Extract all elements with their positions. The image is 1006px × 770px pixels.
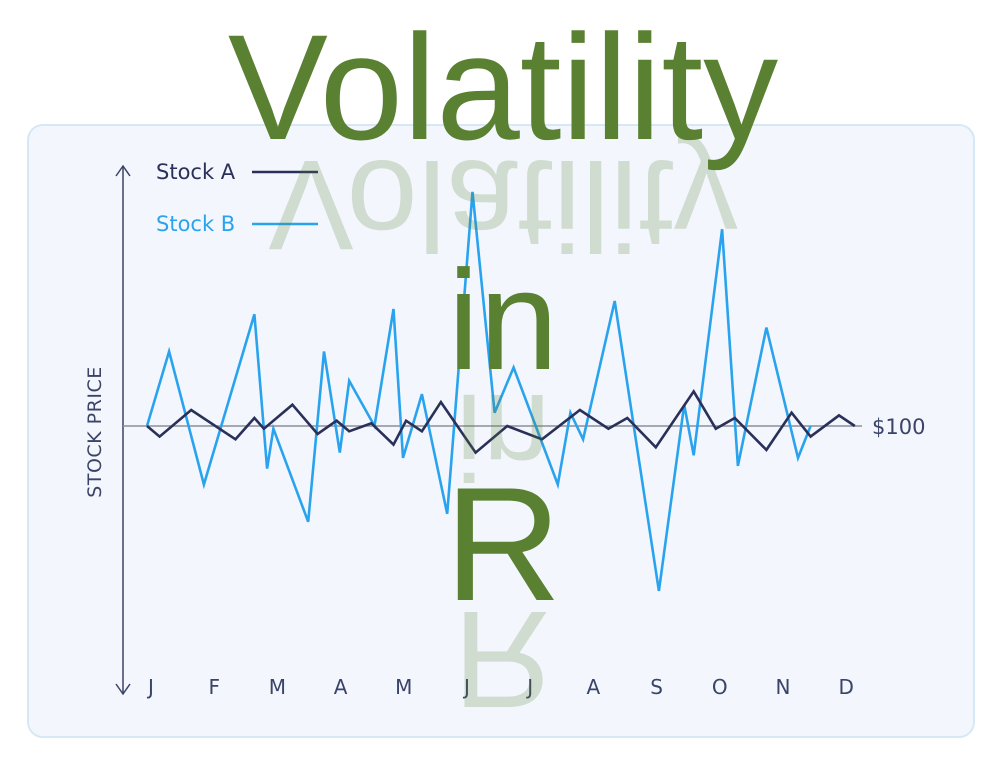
x-tick-label: J: [525, 675, 533, 699]
legend-label-stock-a: Stock A: [156, 160, 236, 184]
x-tick-label: M: [395, 675, 412, 699]
x-tick-label: F: [208, 675, 220, 699]
legend: Stock A Stock B: [156, 160, 318, 236]
series-layer: [145, 191, 856, 592]
title-line-volatility: Volatility: [227, 3, 779, 171]
legend-label-stock-b: Stock B: [156, 212, 235, 236]
y-axis-label: STOCK PRICE: [84, 366, 106, 497]
title-line-in: in: [447, 241, 559, 400]
x-tick-label: O: [712, 675, 728, 699]
x-tick-label: A: [587, 675, 601, 699]
x-tick-label: S: [650, 675, 663, 699]
title-line-r: R: [444, 454, 562, 635]
reference-line-label: $100: [872, 415, 925, 439]
series-line-stock-b: [145, 191, 812, 592]
series-line-stock-a: [146, 388, 856, 455]
x-tick-label: M: [269, 675, 286, 699]
x-tick-label: D: [838, 675, 853, 699]
y-axis-arrow-top: [115, 164, 131, 177]
x-tick-label: A: [334, 675, 348, 699]
x-tick-label: J: [146, 675, 154, 699]
x-tick-label: N: [776, 675, 791, 699]
x-tick-label: J: [462, 675, 470, 699]
y-axis-arrow-bottom: [115, 683, 131, 696]
